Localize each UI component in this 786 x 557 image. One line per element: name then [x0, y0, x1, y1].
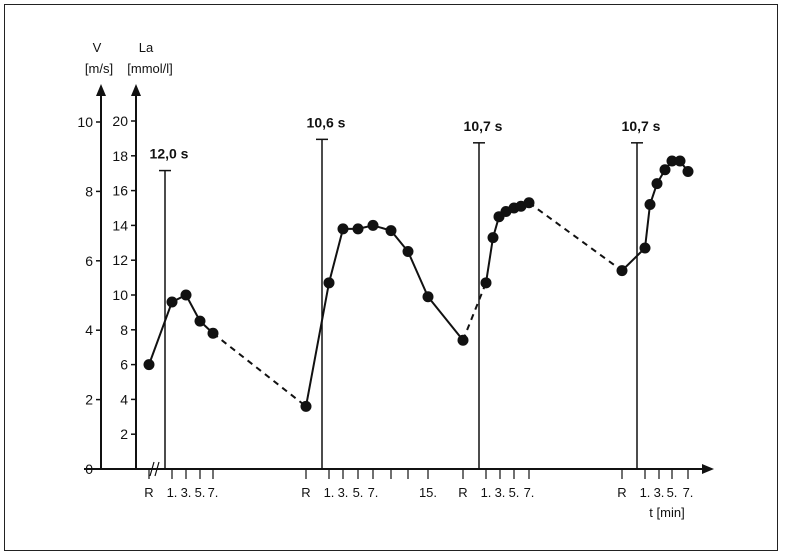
data-point-28 [682, 165, 694, 177]
x-tick-label-10: 15. [419, 485, 437, 500]
x-tick-label-15: 7. [524, 485, 535, 500]
data-point-23 [644, 199, 656, 211]
x-tick-label-5: R [301, 485, 310, 500]
x-tick-label-9: 7. [368, 485, 379, 500]
run-label-2: 10,7 s [464, 118, 503, 134]
v-tick-label-2: 4 [85, 322, 93, 338]
la-tick-label-6: 14 [112, 217, 128, 233]
v-axis-name: V [93, 40, 102, 55]
series-segment-2 [305, 224, 464, 407]
x-axis-break-a [149, 461, 155, 477]
x-tick-label-17: 1. [640, 485, 651, 500]
v-axis-unit: [m/s] [85, 61, 113, 76]
data-point-22 [639, 242, 651, 254]
x-tick-label-6: 1. [324, 485, 335, 500]
axes-layer [84, 84, 714, 479]
data-point-25 [659, 164, 671, 176]
v-tick-label-1: 2 [85, 392, 93, 408]
series-segment-0 [148, 293, 214, 365]
data-point-26 [666, 155, 678, 167]
la-tick-label-2: 6 [120, 357, 128, 373]
series-segment-3 [462, 282, 487, 341]
x-tick-label-18: 3. [654, 485, 665, 500]
data-point-7 [337, 223, 349, 235]
x-axis-break-b [154, 461, 160, 477]
v-axis-arrow [96, 84, 106, 96]
x-axis-title: t [min] [649, 505, 684, 520]
la-tick-label-1: 4 [120, 391, 128, 407]
data-point-6 [323, 277, 335, 289]
x-tick-label-14: 5. [509, 485, 520, 500]
la-tick-label-7: 16 [112, 183, 128, 199]
data-point-3 [194, 315, 206, 327]
data-point-1 [166, 296, 178, 308]
data-point-24 [651, 178, 663, 190]
data-point-9 [367, 219, 379, 231]
data-point-11 [402, 246, 414, 257]
la-tick-label-3: 8 [120, 322, 128, 338]
data-point-12 [422, 291, 434, 303]
x-axis-arrow [702, 464, 714, 474]
v-tick-label-3: 6 [85, 253, 93, 269]
x-tick-label-0: R [144, 485, 153, 500]
run-label-1: 10,6 s [307, 114, 346, 130]
x-tick-label-16: R [617, 485, 626, 500]
la-axis-unit: [mmol/l] [127, 61, 173, 76]
x-tick-label-19: 5. [667, 485, 678, 500]
run-label-3: 10,7 s [622, 118, 661, 134]
series-segment-1 [212, 332, 307, 408]
series-segment-5 [528, 201, 623, 272]
x-tick-label-8: 5. [353, 485, 364, 500]
data-point-8 [352, 223, 364, 235]
la-axis-arrow [131, 84, 141, 96]
x-tick-label-20: 7. [683, 485, 694, 500]
data-point-27 [674, 155, 686, 167]
la-tick-label-9: 20 [112, 113, 128, 129]
x-tick-label-1: 1. [167, 485, 178, 500]
x-tick-label-11: R [458, 485, 467, 500]
data-point-2 [180, 289, 192, 301]
data-point-0 [143, 359, 155, 371]
la-tick-label-4: 10 [112, 287, 128, 303]
run-label-0: 12,0 s [150, 146, 189, 162]
marks-layer [143, 138, 694, 469]
v-tick-label-0: 0 [85, 461, 93, 477]
la-tick-label-8: 18 [112, 148, 128, 164]
series-segment-6 [621, 160, 689, 272]
x-tick-label-13: 3. [495, 485, 506, 500]
v-tick-label-4: 8 [85, 183, 93, 199]
x-tick-label-2: 3. [181, 485, 192, 500]
x-tick-label-7: 3. [338, 485, 349, 500]
x-tick-label-3: 5. [195, 485, 206, 500]
x-tick-label-12: 1. [481, 485, 492, 500]
data-point-10 [385, 225, 397, 237]
la-tick-label-5: 12 [112, 252, 128, 268]
x-tick-label-4: 7. [208, 485, 219, 500]
la-axis-name: La [139, 40, 154, 55]
labels-layer: V [m/s] La [mmol/l] 0 2 4 6 8 10 2 4 6 8 10 12 14 16 18 20 R… [77, 40, 693, 520]
data-point-15 [487, 232, 499, 244]
v-tick-label-5: 10 [77, 114, 93, 130]
la-tick-label-0: 2 [120, 426, 128, 442]
